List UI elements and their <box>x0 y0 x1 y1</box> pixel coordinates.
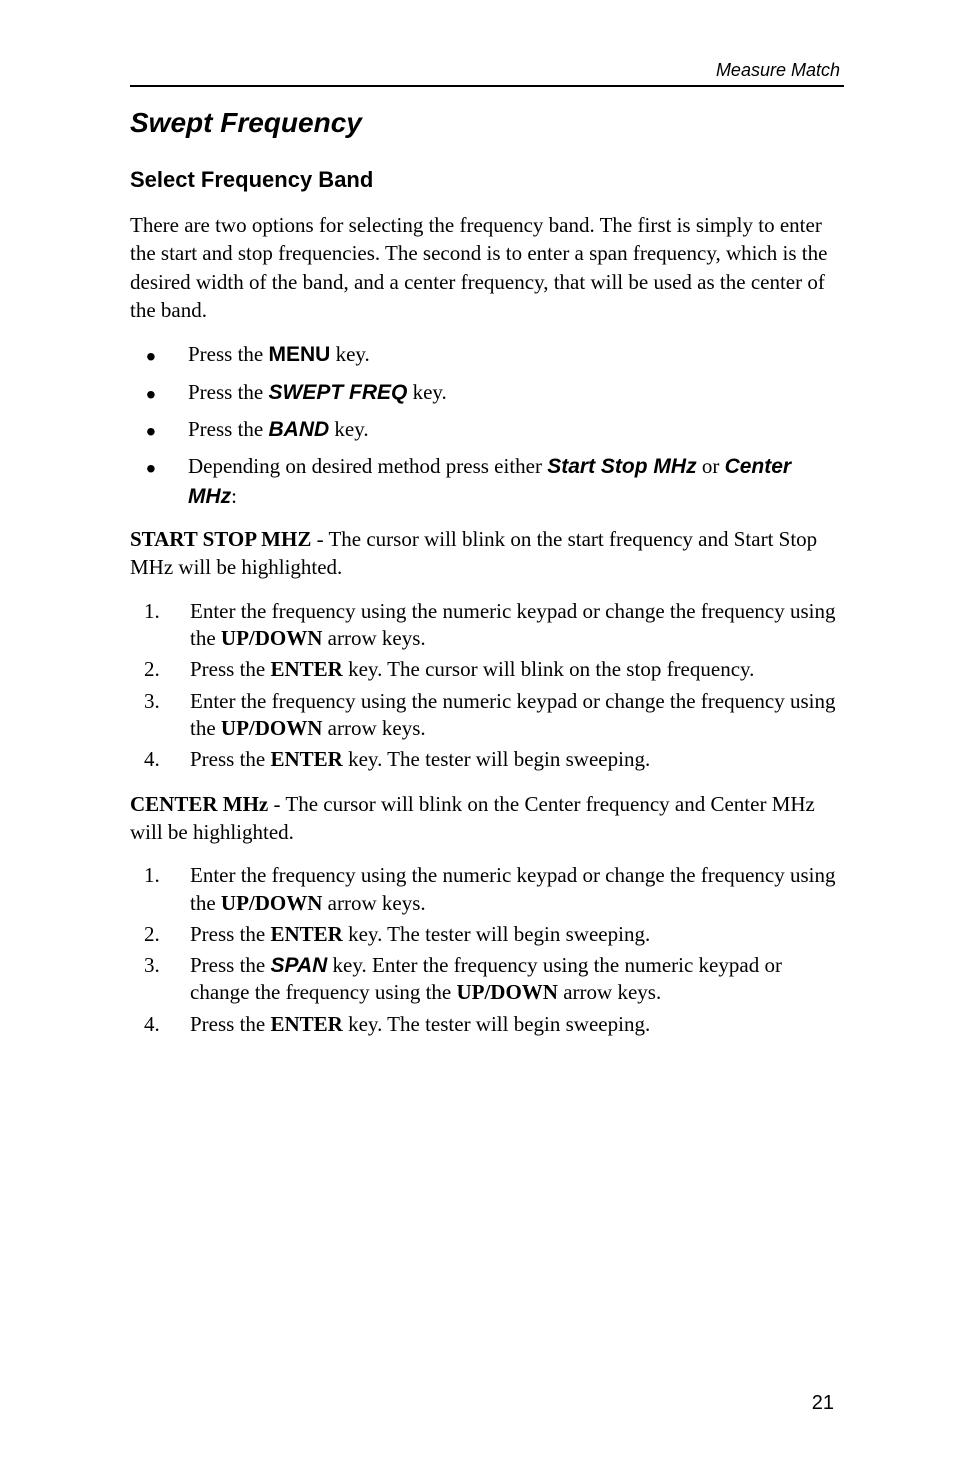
steps-list-2: Enter the frequency using the numeric ke… <box>130 862 844 1038</box>
page-number: 21 <box>812 1392 834 1415</box>
heading-swept-frequency: Swept Frequency <box>130 107 844 139</box>
text: key. The cursor will blink on the stop f… <box>343 657 755 681</box>
bullet-menu: Press the MENU key. <box>176 340 844 369</box>
up-down-label: UP/DOWN <box>456 980 558 1004</box>
intro-paragraph: There are two options for selecting the … <box>130 211 844 324</box>
text: key. <box>329 417 368 441</box>
text: key. The tester will begin sweeping. <box>343 922 650 946</box>
step-4: Press the ENTER key. The tester will beg… <box>190 746 844 773</box>
step-2: Press the ENTER key. The cursor will bli… <box>190 656 844 683</box>
bullet-list: Press the MENU key. Press the SWEPT FREQ… <box>130 340 844 511</box>
bullet-method: Depending on desired method press either… <box>176 452 844 511</box>
text: key. <box>407 380 446 404</box>
text: Press the <box>188 417 269 441</box>
text: Press the <box>190 953 271 977</box>
header-measure-match: Measure Match <box>130 60 844 81</box>
bullet-band: Press the BAND key. <box>176 415 844 444</box>
start-stop-mhz-header: START STOP MHZ <box>130 527 311 551</box>
swept-freq-key-label: SWEPT FREQ <box>269 381 408 404</box>
text: key. The tester will begin sweeping. <box>343 1012 650 1036</box>
step-4: Press the ENTER key. The tester will beg… <box>190 1011 844 1038</box>
text: Press the <box>190 747 271 771</box>
text: Press the <box>188 380 269 404</box>
page: Measure Match Swept Frequency Select Fre… <box>0 0 954 1475</box>
heading-select-frequency-band: Select Frequency Band <box>130 167 844 193</box>
enter-label: ENTER <box>271 1012 343 1036</box>
up-down-label: UP/DOWN <box>221 716 323 740</box>
text: Press the <box>190 657 271 681</box>
up-down-label: UP/DOWN <box>221 891 323 915</box>
text: key. <box>330 342 369 366</box>
step-1: Enter the frequency using the numeric ke… <box>190 598 844 653</box>
text: arrow keys. <box>322 891 425 915</box>
center-mhz-header: CENTER MHz <box>130 792 268 816</box>
start-stop-mhz-label: Start Stop MHz <box>547 455 696 478</box>
menu-key-label: MENU <box>269 343 331 366</box>
enter-label: ENTER <box>271 657 343 681</box>
text: key. The tester will begin sweeping. <box>343 747 650 771</box>
enter-label: ENTER <box>271 922 343 946</box>
text: Depending on desired method press either <box>188 454 547 478</box>
enter-label: ENTER <box>271 747 343 771</box>
text: or <box>697 454 725 478</box>
text: arrow keys. <box>322 626 425 650</box>
span-key-label: SPAN <box>271 954 328 977</box>
start-stop-paragraph: START STOP MHZ - The cursor will blink o… <box>130 525 844 582</box>
up-down-label: UP/DOWN <box>221 626 323 650</box>
header-rule <box>130 85 844 87</box>
text: Press the <box>190 1012 271 1036</box>
text: arrow keys. <box>322 716 425 740</box>
bullet-swept-freq: Press the SWEPT FREQ key. <box>176 378 844 407</box>
step-3: Enter the frequency using the numeric ke… <box>190 688 844 743</box>
step-2: Press the ENTER key. The tester will beg… <box>190 921 844 948</box>
center-mhz-paragraph: CENTER MHz - The cursor will blink on th… <box>130 790 844 847</box>
band-key-label: BAND <box>269 418 330 441</box>
step-1: Enter the frequency using the numeric ke… <box>190 862 844 917</box>
text: arrow keys. <box>558 980 661 1004</box>
text: Press the <box>190 922 271 946</box>
text: : <box>231 484 237 508</box>
steps-list-1: Enter the frequency using the numeric ke… <box>130 598 844 774</box>
text: Press the <box>188 342 269 366</box>
step-3: Press the SPAN key. Enter the frequency … <box>190 952 844 1007</box>
